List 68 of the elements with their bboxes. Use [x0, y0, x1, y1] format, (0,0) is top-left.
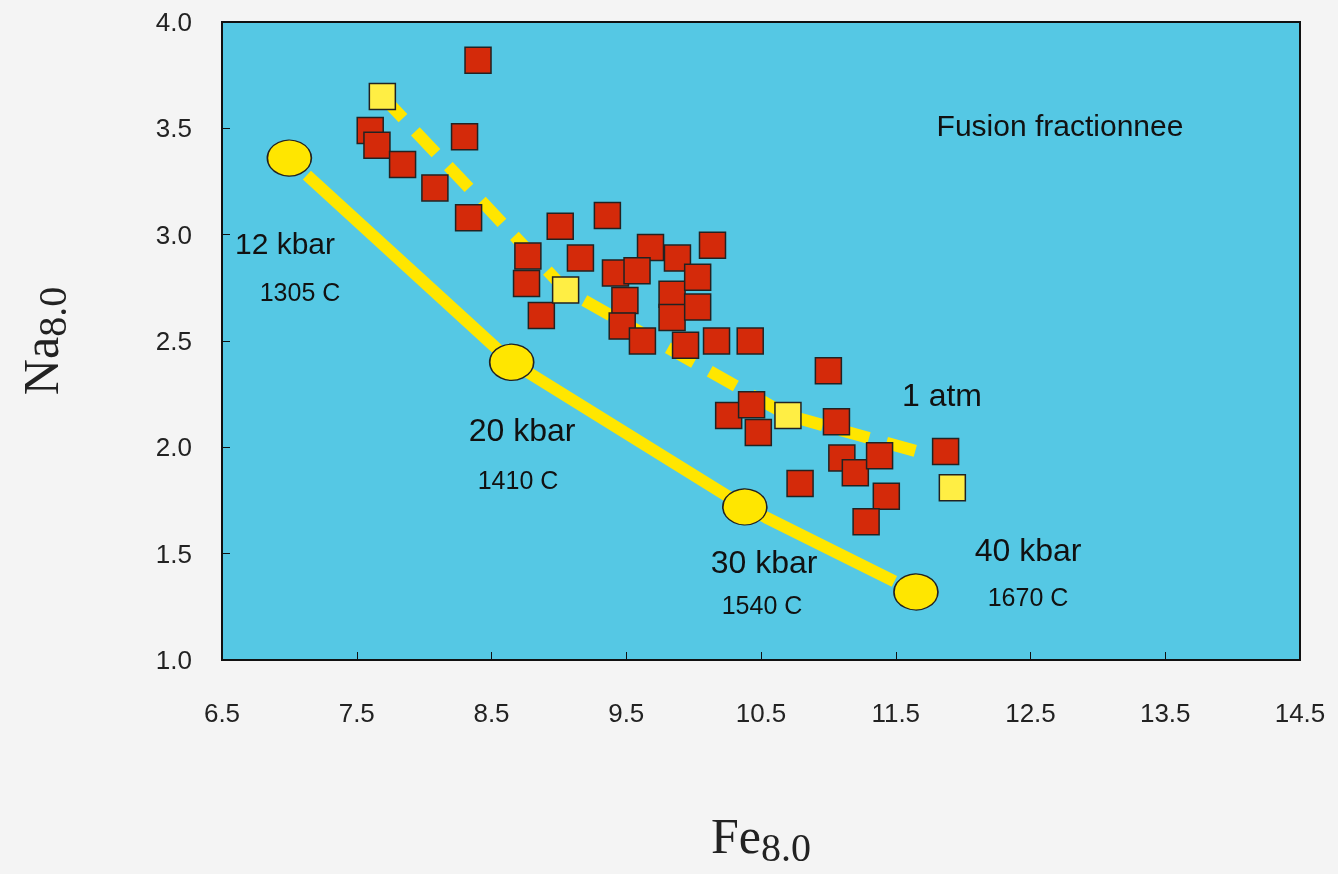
point [683, 293, 712, 321]
point [841, 459, 870, 487]
y-tick-label: 1.5 [155, 538, 192, 569]
annotation: 1540 C [721, 591, 803, 619]
point [658, 303, 686, 332]
point [722, 488, 768, 526]
x-tick-label: 12.5 [1005, 698, 1056, 728]
x-tick-label: 11.5 [871, 698, 921, 728]
point [611, 286, 639, 315]
x-tick-label: 14.5 [1274, 698, 1326, 728]
point [388, 150, 417, 179]
y-tick-label: 3.5 [155, 113, 192, 144]
point [814, 357, 843, 385]
x-tick-label: 8.5 [473, 698, 510, 728]
point [744, 418, 773, 447]
point [489, 343, 535, 382]
annotation: 20 kbar [468, 412, 576, 448]
point [623, 257, 651, 285]
annotation: 1410 C [477, 466, 559, 494]
point [786, 469, 814, 498]
point [938, 473, 967, 502]
y-tick-label: 2.5 [155, 326, 192, 356]
y-tick-label: 4.0 [155, 7, 192, 37]
point [872, 482, 901, 510]
point [454, 203, 483, 232]
point [551, 276, 580, 304]
x-tick-label: 9.5 [608, 698, 645, 728]
point [698, 231, 727, 260]
point [893, 573, 939, 611]
y-tick-label: 1.0 [155, 645, 192, 675]
y-tick-label: 2.0 [155, 432, 192, 463]
annotation: 1670 C [987, 583, 1069, 611]
point [368, 82, 397, 111]
annotation: 1 atm [901, 377, 983, 413]
point [931, 437, 960, 466]
point [822, 408, 851, 436]
point [464, 46, 492, 75]
point [736, 327, 764, 355]
annotation: 30 kbar [710, 544, 818, 580]
annotation: Fusion fractionnee [936, 108, 1184, 142]
point [450, 123, 479, 151]
point [266, 139, 313, 177]
point [737, 391, 766, 419]
point [671, 331, 700, 359]
point [421, 174, 449, 202]
point [702, 327, 731, 355]
point [663, 244, 692, 272]
point [514, 242, 542, 270]
x-tick-label: 6.5 [203, 698, 241, 728]
x-tick-label: 13.5 [1139, 698, 1191, 728]
point [566, 244, 595, 272]
point [865, 442, 894, 470]
annotation: 12 kbar [234, 226, 336, 260]
y-axis-title: Na8.0 [13, 286, 75, 396]
point [527, 301, 556, 330]
annotation: 40 kbar [974, 532, 1082, 568]
point [852, 508, 880, 536]
point [774, 401, 802, 430]
point [593, 201, 622, 230]
point [546, 212, 574, 240]
point [683, 263, 712, 291]
annotation: 1305 C [259, 278, 341, 306]
point [363, 131, 391, 160]
y-tick-label: 3.0 [155, 219, 192, 250]
x-tick-label: 7.5 [338, 698, 375, 728]
point [512, 269, 541, 298]
point [628, 327, 657, 355]
x-tick-label: 10.5 [735, 698, 787, 728]
